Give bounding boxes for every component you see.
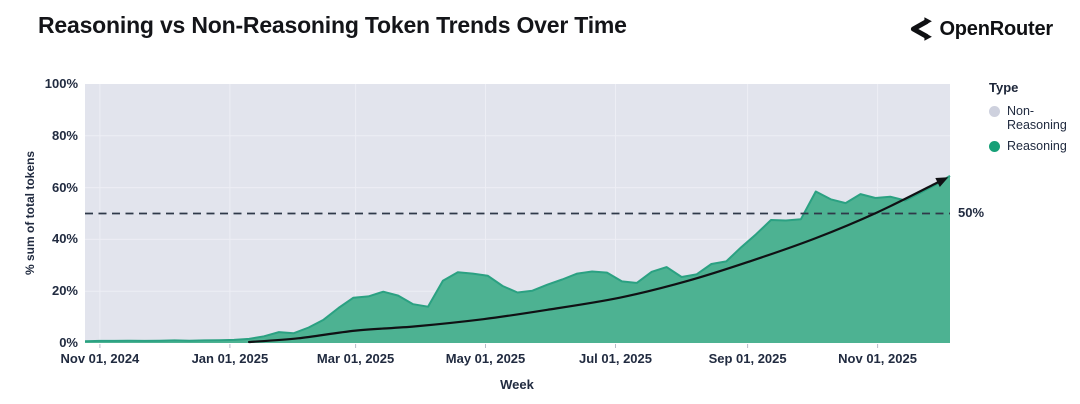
x-tick-label: Nov 01, 2025	[838, 351, 917, 366]
x-axis-title: Week	[500, 377, 534, 392]
chart-svg[interactable]	[84, 84, 951, 350]
openrouter-logo: OpenRouter	[906, 16, 1053, 42]
x-tick-label: Nov 01, 2024	[60, 351, 140, 366]
x-tick-label: Mar 01, 2025	[316, 351, 395, 366]
legend: Type Non-Reasoning Reasoning	[989, 80, 1069, 160]
y-tick-label: 40%	[51, 231, 78, 247]
reasoning-dot-icon	[989, 141, 1000, 152]
y-tick-label: 100%	[44, 76, 78, 91]
legend-label-reasoning: Reasoning	[1007, 139, 1067, 153]
non-reasoning-dot-icon	[989, 106, 1000, 117]
y-tick-label: 20%	[51, 283, 78, 299]
x-tick-label: Sep 01, 2025	[708, 351, 787, 366]
legend-title: Type	[989, 80, 1019, 95]
plot-area[interactable]	[84, 84, 951, 348]
y-tick-label: 60%	[51, 179, 78, 195]
openrouter-icon	[911, 17, 933, 41]
legend-item-non-reasoning[interactable]: Non-Reasoning	[989, 104, 1069, 132]
openrouter-logo-text: OpenRouter	[939, 17, 1053, 40]
y-tick-label: 80%	[51, 127, 78, 143]
y-tick-label: 0%	[59, 335, 78, 350]
x-tick-label: Jul 01, 2025	[579, 351, 652, 366]
x-tick-label: May 01, 2025	[445, 351, 526, 366]
legend-label-non-reasoning: Non-Reasoning	[1007, 104, 1067, 132]
fifty-percent-label: 50%	[958, 205, 985, 220]
legend-item-reasoning[interactable]: Reasoning	[989, 139, 1069, 153]
x-tick-label: Jan 01, 2025	[191, 351, 269, 366]
page-title: Reasoning vs Non-Reasoning Token Trends …	[38, 12, 627, 38]
